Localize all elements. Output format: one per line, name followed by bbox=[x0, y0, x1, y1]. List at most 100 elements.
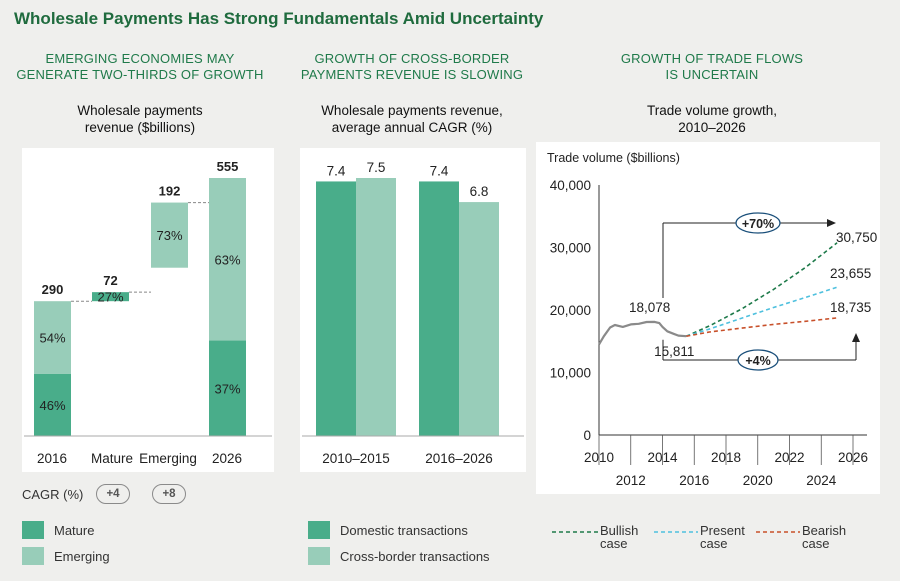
trade-y-tick-label: 40,000 bbox=[550, 178, 591, 193]
waterfall-bar-0-0 bbox=[34, 373, 71, 436]
right-section-line1: GROWTH OF TRADE FLOWS bbox=[620, 51, 804, 66]
legend-cross-label: Cross-border transactions bbox=[340, 549, 490, 564]
waterfall-category-label: Mature bbox=[91, 451, 133, 466]
legend-present-label: Present case bbox=[700, 524, 745, 550]
waterfall-category-label: Emerging bbox=[139, 451, 197, 466]
trade-bullish-end-label: 30,750 bbox=[836, 230, 877, 245]
legend-bullish-line1: Bullish bbox=[600, 523, 639, 538]
middle-subtitle-line1: Wholesale payments revenue, bbox=[321, 103, 503, 118]
cagr-mature-pill: +4 bbox=[96, 484, 130, 504]
waterfall-bar-3-0 bbox=[209, 340, 246, 436]
left-subtitle-line2: revenue ($billions) bbox=[84, 120, 196, 135]
trade-down-pill bbox=[737, 349, 779, 371]
cagr-bar-0-0 bbox=[316, 181, 356, 436]
legend-bearish-label: Bearish case bbox=[802, 524, 846, 550]
waterfall-total-label: 192 bbox=[159, 184, 181, 199]
cagr-bar-label: 7.4 bbox=[430, 163, 449, 178]
waterfall-category-label: 2016 bbox=[37, 451, 67, 466]
trade-x-tick-label: 2026 bbox=[838, 450, 868, 465]
waterfall-seg-label: 63% bbox=[214, 252, 240, 267]
cagr-bar-0-1 bbox=[419, 181, 459, 436]
left-section-line2: GENERATE TWO-THIRDS OF GROWTH bbox=[16, 67, 264, 82]
waterfall-total-label: 290 bbox=[42, 282, 64, 297]
left-section-header: EMERGING ECONOMIES MAY GENERATE TWO-THIR… bbox=[4, 51, 276, 83]
trade-up-arrowhead bbox=[827, 219, 836, 227]
cagr-label: CAGR (%) bbox=[22, 487, 84, 502]
cagr-emerging-pill: +8 bbox=[152, 484, 186, 504]
waterfall-category-label: 2026 bbox=[212, 451, 242, 466]
trade-x-tick-label: 2012 bbox=[616, 473, 646, 488]
waterfall-total-label: 72 bbox=[103, 273, 117, 288]
middle-subtitle: Wholesale payments revenue, average annu… bbox=[296, 102, 528, 136]
left-section-line1: EMERGING ECONOMIES MAY bbox=[45, 51, 235, 66]
right-section-line2: IS UNCERTAIN bbox=[665, 67, 759, 82]
waterfall-seg-label: 46% bbox=[39, 398, 65, 413]
trade-peak-label: 18,078 bbox=[629, 300, 670, 315]
waterfall-seg-label: 54% bbox=[39, 331, 65, 346]
middle-section-header: GROWTH OF CROSS-BORDER PAYMENTS REVENUE … bbox=[290, 51, 534, 83]
trade-y-tick-label: 0 bbox=[583, 428, 591, 443]
trade-x-tick-label: 2016 bbox=[679, 473, 709, 488]
legend-mature-label: Mature bbox=[54, 523, 95, 538]
waterfall-bar-2-0 bbox=[151, 202, 188, 268]
trade-x-tick-label: 2018 bbox=[711, 450, 741, 465]
waterfall-bar-1-0 bbox=[92, 292, 129, 302]
trade-series-historical bbox=[598, 320, 687, 345]
cagr-bar-label: 6.8 bbox=[470, 184, 489, 199]
waterfall-seg-label: 27% bbox=[97, 290, 123, 305]
trade-y-tick-label: 10,000 bbox=[550, 366, 591, 381]
legend-present-line2: case bbox=[700, 536, 728, 551]
cagr-bar-label: 7.5 bbox=[367, 160, 386, 175]
trade-y-tick-label: 30,000 bbox=[550, 241, 591, 256]
right-subtitle-line2: 2010–2026 bbox=[678, 120, 746, 135]
waterfall-bar-0-1 bbox=[34, 301, 71, 374]
legend-mature-swatch bbox=[22, 521, 44, 539]
trade-down-arrowhead bbox=[852, 333, 860, 342]
trade-x-tick-label: 2014 bbox=[647, 450, 678, 465]
waterfall-total-label: 555 bbox=[217, 159, 239, 174]
middle-subtitle-line2: average annual CAGR (%) bbox=[331, 120, 493, 135]
right-subtitle: Trade volume growth, 2010–2026 bbox=[594, 102, 830, 136]
legend-domestic-label: Domestic transactions bbox=[340, 523, 468, 538]
legend-present-line1: Present bbox=[700, 523, 745, 538]
cagr-bar-label: 7.4 bbox=[327, 163, 346, 178]
middle-section-line2: PAYMENTS REVENUE IS SLOWING bbox=[300, 67, 524, 82]
trade-trough-label: 15,811 bbox=[654, 344, 694, 359]
trade-x-tick-label: 2010 bbox=[584, 450, 614, 465]
trade-x-tick-label: 2024 bbox=[806, 473, 837, 488]
legend-bullish-label: Bullish case bbox=[600, 524, 638, 550]
trade-bearish-end-label: 18,735 bbox=[830, 300, 871, 315]
cagr-bar-1-0 bbox=[356, 178, 396, 436]
trade-present-end-label: 23,655 bbox=[830, 266, 871, 281]
left-subtitle: Wholesale payments revenue ($billions) bbox=[40, 102, 240, 136]
right-section-header: GROWTH OF TRADE FLOWS IS UNCERTAIN bbox=[580, 51, 844, 83]
legend-bearish-line2: case bbox=[802, 536, 830, 551]
middle-section-line1: GROWTH OF CROSS-BORDER bbox=[314, 51, 510, 66]
waterfall-seg-label: 37% bbox=[214, 381, 240, 396]
trade-y-tick-label: 20,000 bbox=[550, 303, 591, 318]
trade-x-tick-label: 2020 bbox=[743, 473, 773, 488]
right-subtitle-line1: Trade volume growth, bbox=[646, 103, 778, 118]
legend-domestic-swatch bbox=[308, 521, 330, 539]
legend-bearish-line1: Bearish bbox=[802, 523, 847, 538]
trade-series-bearish-case bbox=[686, 317, 838, 337]
legend-cross-swatch bbox=[308, 547, 330, 565]
legend-emerging-label: Emerging bbox=[54, 549, 110, 564]
trade-series-bullish-case bbox=[685, 242, 838, 337]
left-subtitle-line1: Wholesale payments bbox=[77, 103, 203, 118]
cagr-category-label: 2016–2026 bbox=[425, 451, 493, 466]
trade-up-pill bbox=[735, 212, 781, 234]
cagr-bar-1-1 bbox=[459, 202, 499, 436]
trade-down-pill-label: +4% bbox=[745, 354, 770, 368]
legend-bullish-line2: case bbox=[600, 536, 628, 551]
waterfall-bar-3-1 bbox=[209, 178, 246, 341]
legend-emerging-swatch bbox=[22, 547, 44, 565]
waterfall-seg-label: 73% bbox=[156, 228, 182, 243]
page-title: Wholesale Payments Has Strong Fundamenta… bbox=[14, 9, 544, 28]
cagr-category-label: 2010–2015 bbox=[322, 451, 390, 466]
trade-x-tick-label: 2022 bbox=[774, 450, 804, 465]
trade-up-pill-label: +70% bbox=[742, 217, 774, 231]
trade-y-axis-title: Trade volume ($billions) bbox=[547, 151, 680, 165]
